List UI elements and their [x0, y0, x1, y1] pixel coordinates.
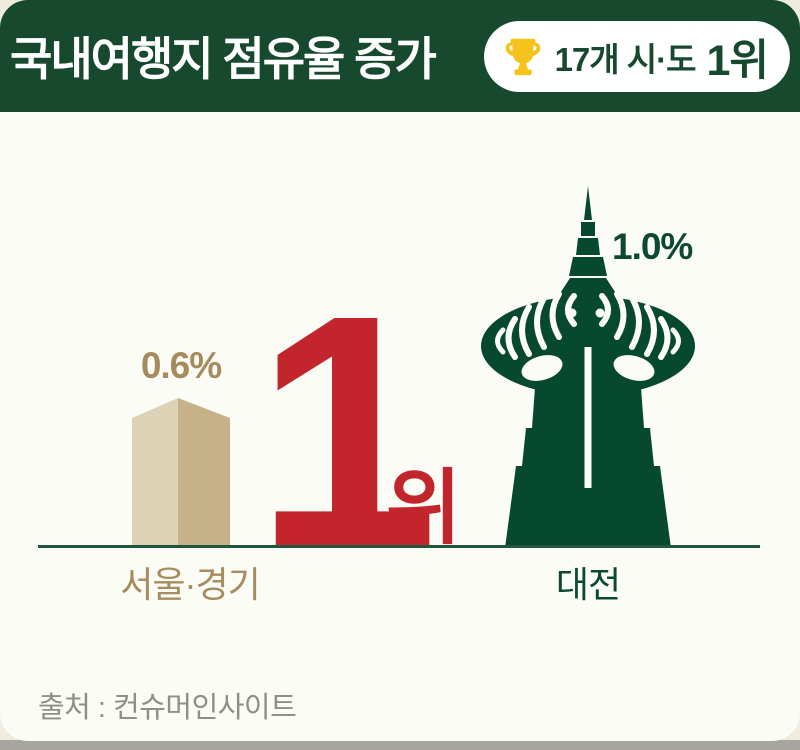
bar-3d-seoul: [132, 398, 230, 553]
value-label-daejeon: 1.0%: [612, 226, 693, 267]
trophy-icon: [500, 34, 546, 80]
rank-badge: 17개 시·도 1위: [483, 21, 790, 92]
category-label-daejeon: 대전: [555, 564, 621, 605]
chart-baseline: [38, 545, 760, 548]
badge-rank: 1위: [706, 36, 769, 85]
badge-label: 17개 시·도: [554, 40, 697, 78]
page-bottom-strip: [0, 740, 800, 750]
header-bar: 국내여행지 점유율 증가 17개 시·도: [0, 0, 800, 112]
page-title: 국내여행지 점유율 증가: [10, 33, 437, 85]
rank-number: 1: [255, 246, 439, 615]
rank-suffix: 위: [386, 463, 461, 554]
category-label-seoul: 서울·경기: [120, 564, 260, 605]
hanbit-tower-icon: [478, 184, 708, 553]
value-label-seoul: 0.6%: [140, 345, 222, 386]
source-text: 출처 : 컨슈머인사이트: [38, 692, 297, 724]
